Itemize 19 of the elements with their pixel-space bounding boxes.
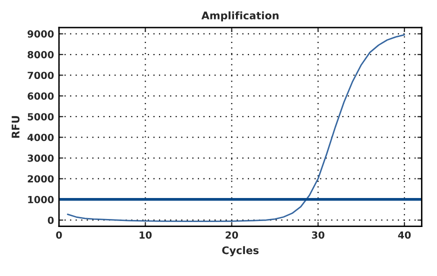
x-tick-label: 10 — [140, 231, 152, 239]
y-tick-label: 0 — [48, 216, 54, 224]
y-tick-label: 3000 — [28, 154, 54, 162]
y-axis-title: RFU — [12, 116, 20, 138]
chart-title: Amplification — [201, 11, 279, 22]
y-tick-label: 7000 — [28, 72, 54, 80]
x-tick-label: 40 — [398, 231, 411, 239]
y-tick-label: 5000 — [28, 113, 54, 120]
x-tick-label: 30 — [312, 231, 324, 239]
y-tick-label: 9000 — [28, 30, 54, 38]
y-tick-label: 4000 — [28, 134, 54, 142]
y-tick-label: 1000 — [28, 196, 54, 204]
y-tick-label: 6000 — [28, 92, 54, 100]
x-tick-label: 20 — [226, 231, 238, 239]
y-tick-label: 2000 — [28, 175, 54, 183]
x-tick-label: 0 — [56, 231, 62, 239]
y-tick-label: 8000 — [28, 50, 54, 58]
line-series — [66, 34, 406, 222]
x-axis-title: Cycles — [222, 246, 259, 256]
